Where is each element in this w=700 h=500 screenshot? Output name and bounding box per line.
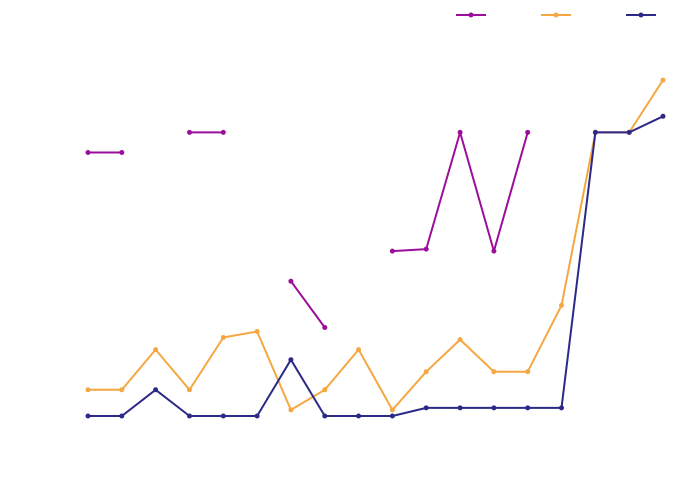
legend [456,12,656,18]
series-2-point [457,337,463,343]
series-3-point [187,413,192,419]
series-2-line [87,79,664,411]
series-1-point [85,150,91,155]
plot-area [85,77,666,419]
series-1-point [119,150,125,155]
series-3-point [322,413,328,419]
series-1-point [457,129,463,135]
series-1-point [322,325,328,330]
series-1-point [389,248,395,254]
legend-marker [638,12,644,18]
series-2-point [660,77,666,83]
series-1-point [491,248,497,254]
series-1-point [220,129,226,135]
series-3-point [457,405,463,411]
series-2-point [423,369,429,375]
series-2-point [322,387,328,393]
series-3-point [389,413,395,419]
series-3-point [491,405,497,411]
series-2-point [559,302,564,308]
series-3-line [87,115,664,417]
series-3-point [660,113,666,119]
series-2-point [525,369,531,375]
legend-marker [468,12,474,18]
series-1 [85,129,632,330]
series-3-point [288,357,294,363]
series-3 [85,113,666,419]
series-1-line [87,131,631,329]
legend-item-2[interactable] [541,12,571,18]
series-3-point [423,405,429,411]
series-1-point [187,129,192,135]
series-1-point [288,278,294,284]
series-3-point [559,405,564,411]
series-3-point [153,387,159,393]
series-3-point [254,413,260,419]
series-2-point [85,387,91,393]
series-2-point [153,347,159,353]
series-1-point [423,246,429,252]
series-3-point [525,405,531,411]
series-3-point [220,413,226,419]
series-2-point [356,347,362,353]
series-2-point [254,329,260,334]
legend-item-3[interactable] [626,12,656,18]
series-2 [85,77,666,413]
series-2-point [119,387,125,393]
series-3-point [626,129,632,135]
legend-item-1[interactable] [456,12,486,18]
series-2-point [220,335,226,340]
series-2-point [491,369,497,375]
series-2-point [389,407,395,413]
series-2-point [288,407,294,413]
series-1-point [525,129,531,135]
series-3-point [592,129,598,135]
legend-marker [553,12,559,18]
series-2-point [187,387,192,393]
series-3-point [85,413,91,419]
series-3-point [356,413,362,419]
series-3-point [119,413,125,419]
